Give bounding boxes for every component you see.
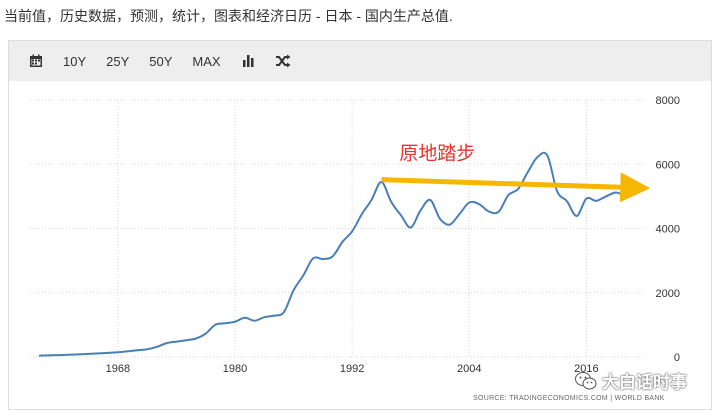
- wechat-icon: [575, 371, 597, 389]
- range-10y-button[interactable]: 10Y: [63, 53, 87, 69]
- watermark: 大白话时事: [575, 368, 687, 393]
- bar-chart-icon[interactable]: [231, 41, 265, 81]
- range-max-button[interactable]: MAX: [192, 53, 221, 69]
- y-tick-label: 6000: [656, 159, 680, 171]
- watermark-text: 大白话时事: [602, 373, 687, 392]
- y-tick-label: 0: [674, 352, 680, 364]
- grid-lines: [30, 99, 645, 358]
- y-tick-label: 2000: [656, 288, 680, 300]
- x-tick-labels: 1968 1980 1992 2004 2016: [106, 363, 599, 375]
- chart-toolbar: 10Y 25Y 50Y MAX: [9, 41, 711, 81]
- range-50y-button[interactable]: 50Y: [149, 53, 173, 69]
- range-25y-button[interactable]: 25Y: [106, 53, 130, 69]
- x-tick-label: 2004: [457, 363, 481, 375]
- x-tick-label: 1992: [340, 363, 364, 375]
- annotation-arrow: [381, 172, 651, 203]
- x-tick-label: 1980: [223, 363, 247, 375]
- x-tick-label: 1968: [106, 363, 130, 375]
- calendar-icon[interactable]: [19, 41, 53, 81]
- y-tick-label: 8000: [656, 95, 680, 107]
- source-label: SOURCE: TRADINGECONOMICS.COM | WORLD BAN…: [473, 395, 665, 402]
- annotation-label: 原地踏步: [399, 143, 475, 165]
- y-tick-labels: 0 2000 4000 6000 8000: [656, 95, 680, 364]
- shuffle-icon[interactable]: [265, 41, 301, 81]
- chart-panel: 10Y 25Y 50Y MAX: [8, 40, 712, 410]
- page-title: 当前值，历史数据，预测，统计，图表和经济日历 - 日本 - 国内生产总值.: [4, 8, 453, 24]
- y-tick-label: 4000: [656, 224, 680, 236]
- series-line-gdp: [38, 151, 637, 357]
